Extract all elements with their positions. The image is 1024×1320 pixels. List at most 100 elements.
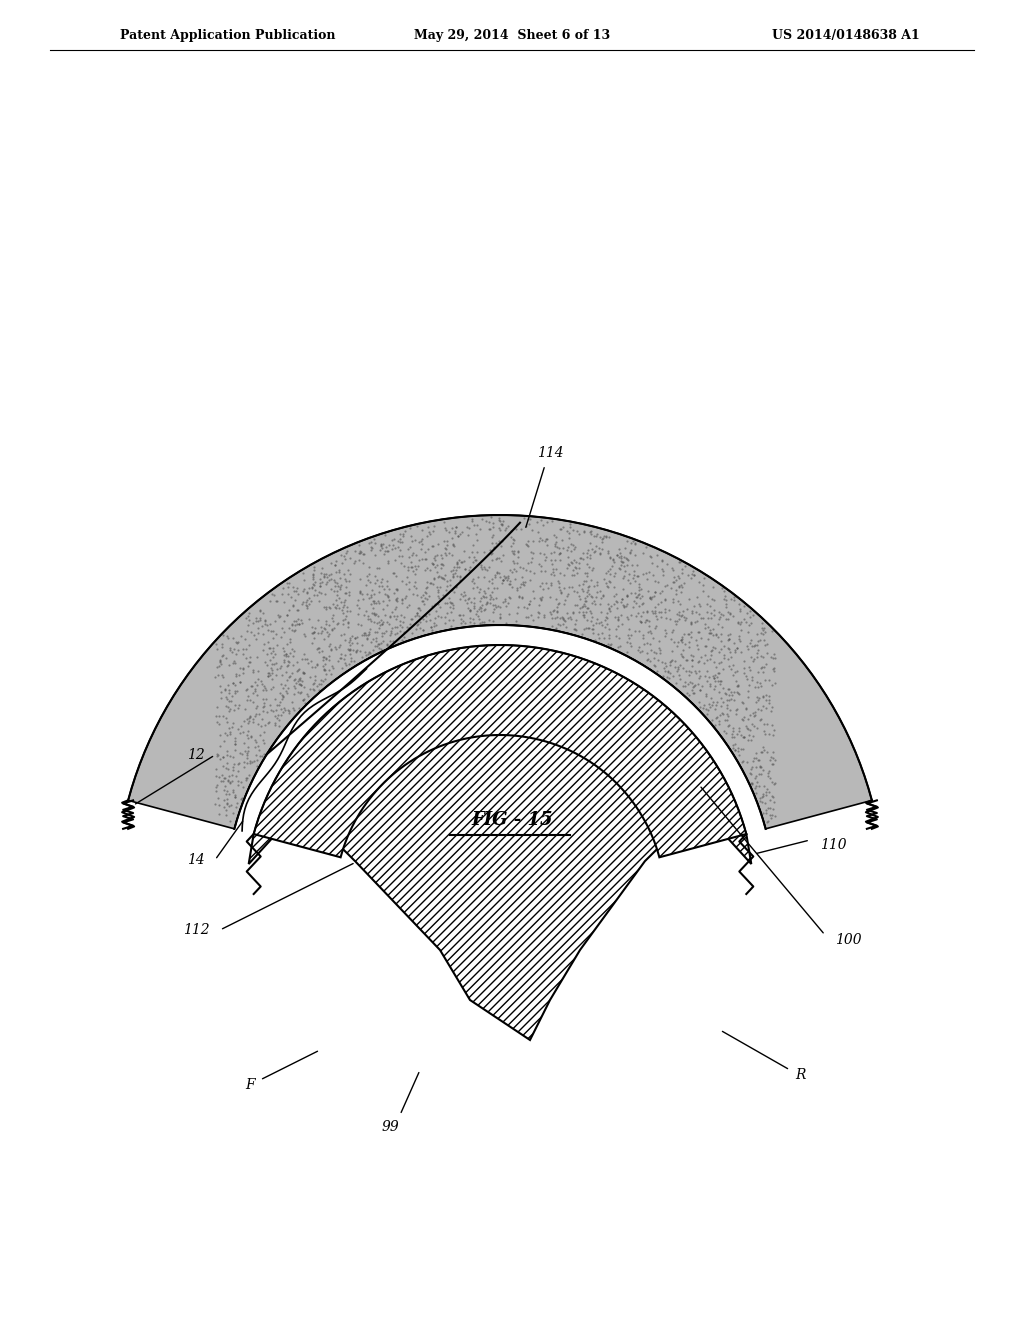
Point [585,615,601,636]
Point [216,779,232,800]
Point [464,572,480,593]
Point [281,572,297,593]
Point [727,661,743,682]
Point [756,721,772,742]
Point [705,618,721,639]
Point [635,624,651,645]
Point [313,572,330,593]
Point [505,532,521,553]
Point [743,667,760,688]
Point [466,595,482,616]
Point [374,569,390,590]
Point [575,619,592,640]
Point [634,593,650,614]
Point [663,628,679,649]
Point [296,623,312,644]
Point [256,721,272,742]
Point [365,639,381,660]
Point [730,738,746,759]
Point [495,569,511,590]
Point [315,628,332,649]
Point [225,627,242,648]
Point [440,587,457,609]
Point [735,649,752,671]
Point [624,554,640,576]
Point [209,788,225,809]
Point [243,706,259,727]
Point [329,573,345,594]
Point [386,582,402,603]
Point [223,685,240,706]
Point [701,675,718,696]
Point [734,709,751,730]
Point [299,589,315,610]
Point [374,626,390,647]
Point [488,562,505,583]
Point [226,733,243,754]
Point [551,593,567,614]
Point [509,552,525,573]
Point [265,585,282,606]
Point [713,624,729,645]
Point [579,546,595,568]
Point [282,642,298,663]
Point [359,569,376,590]
Point [388,589,404,610]
Point [764,714,780,735]
Point [462,601,478,622]
Point [567,619,584,640]
Point [505,543,521,564]
Point [763,647,779,668]
Point [518,558,535,579]
Point [640,561,656,582]
Point [373,535,389,556]
Point [647,581,664,602]
Point [341,634,357,655]
Point [388,589,404,610]
Point [743,647,760,668]
Point [711,642,727,663]
Point [352,543,369,564]
Point [219,627,236,648]
Point [610,610,627,631]
Point [602,572,618,593]
Point [385,562,401,583]
Point [426,568,442,589]
Point [264,583,281,605]
Point [759,812,775,833]
Point [209,775,225,796]
Point [548,618,564,639]
Point [487,597,504,618]
Point [761,760,777,781]
Point [461,560,477,581]
Point [353,614,370,635]
Point [414,533,430,554]
Point [274,577,291,598]
Point [390,531,407,552]
Point [674,577,690,598]
Point [243,676,259,697]
Point [250,623,266,644]
Point [300,594,316,615]
Point [563,541,580,562]
Point [751,676,767,697]
Point [674,558,690,579]
Point [469,529,485,550]
Point [693,676,710,697]
Point [321,623,337,644]
Point [679,682,695,704]
Point [558,540,574,561]
Point [358,628,375,649]
Point [398,566,415,587]
Point [532,528,549,549]
Point [515,573,531,594]
Point [552,519,568,540]
Point [757,669,773,690]
Point [444,535,461,556]
Point [393,553,410,574]
Point [403,544,420,565]
Point [484,573,501,594]
Point [288,610,304,631]
Point [642,586,658,607]
Point [449,516,465,537]
